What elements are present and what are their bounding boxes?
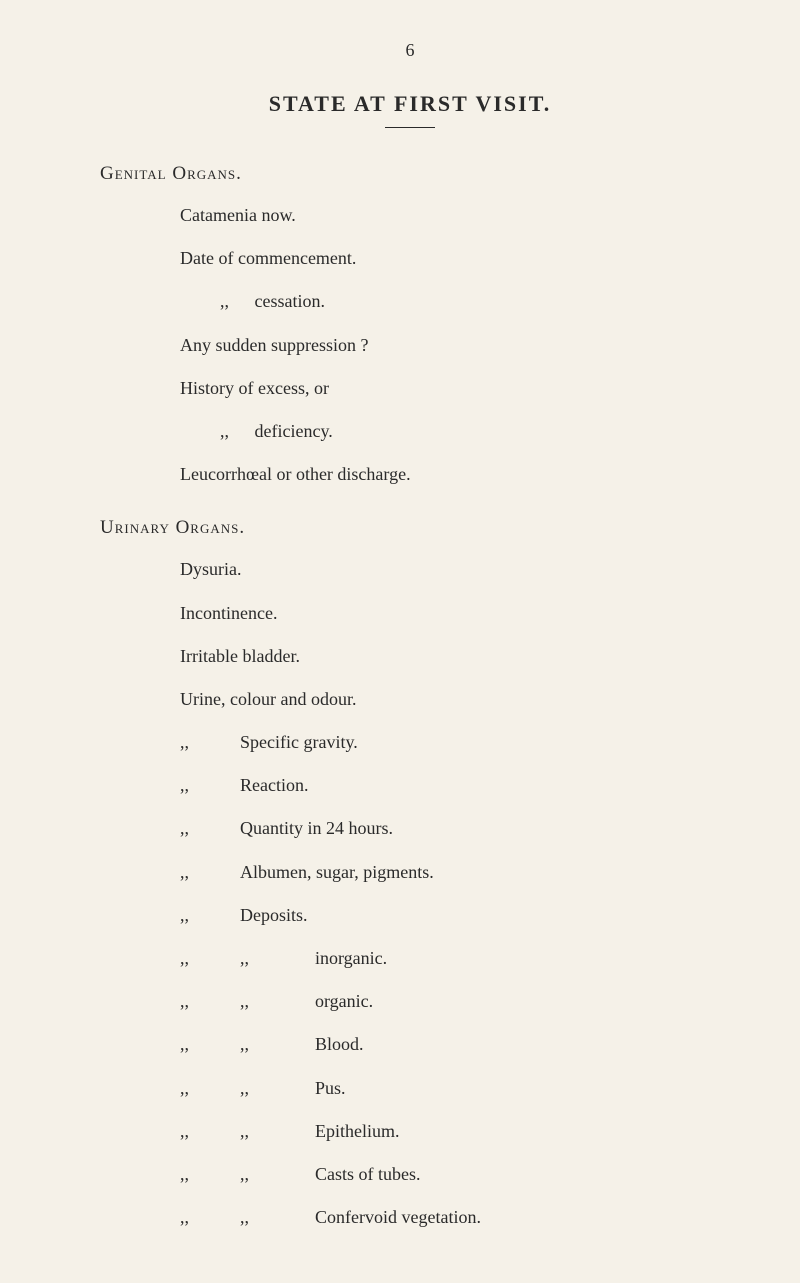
ditto-mark: ,, <box>240 946 315 971</box>
ditto-mark: ,, <box>180 730 240 755</box>
sub-item-cessation: ,, cessation. <box>220 289 720 314</box>
deposit-organic: ,, ,, organic. <box>180 989 720 1014</box>
item-irritable-bladder: Irritable bladder. <box>180 644 720 669</box>
deposit-inorganic: ,, ,, inorganic. <box>180 946 720 971</box>
specific-gravity-text: Specific gravity. <box>240 730 358 755</box>
item-history-excess: History of excess, or <box>180 376 720 401</box>
deposit-casts: ,, ,, Casts of tubes. <box>180 1162 720 1187</box>
ditto-mark: ,, <box>180 1119 240 1144</box>
ditto-mark: ,, <box>180 773 240 798</box>
ditto-mark: ,, <box>240 1076 315 1101</box>
confervoid-text: Confervoid vegetation. <box>315 1205 481 1230</box>
ditto-mark: ,, <box>180 860 240 885</box>
ditto-mark: ,, <box>180 989 240 1014</box>
ditto-mark: ,, <box>180 1032 240 1057</box>
title-divider <box>385 127 435 128</box>
epithelium-text: Epithelium. <box>315 1119 400 1144</box>
deficiency-text: deficiency. <box>255 421 333 441</box>
page-number: 6 <box>100 40 720 61</box>
item-catamenia: Catamenia now. <box>180 203 720 228</box>
urine-deposits: ,, Deposits. <box>180 903 720 928</box>
ditto-mark: ,, <box>240 989 315 1014</box>
ditto-mark: ,, <box>240 1119 315 1144</box>
urine-reaction: ,, Reaction. <box>180 773 720 798</box>
ditto-mark: ,, <box>180 1162 240 1187</box>
sub-item-deficiency: ,, deficiency. <box>220 419 720 444</box>
ditto-mark: ,, <box>240 1032 315 1057</box>
ditto-mark: ,, <box>180 903 240 928</box>
urine-quantity: ,, Quantity in 24 hours. <box>180 816 720 841</box>
deposits-text: Deposits. <box>240 903 308 928</box>
page-title: STATE AT FIRST VISIT. <box>100 91 720 117</box>
item-urine-colour: Urine, colour and odour. <box>180 687 720 712</box>
blood-text: Blood. <box>315 1032 364 1057</box>
ditto-mark: ,, <box>240 1205 315 1230</box>
item-date-commencement: Date of commencement. <box>180 246 720 271</box>
cessation-text: cessation. <box>255 291 325 311</box>
albumen-text: Albumen, sugar, pigments. <box>240 860 434 885</box>
casts-text: Casts of tubes. <box>315 1162 421 1187</box>
deposit-pus: ,, ,, Pus. <box>180 1076 720 1101</box>
item-incontinence: Incontinence. <box>180 601 720 626</box>
item-dysuria: Dysuria. <box>180 557 720 582</box>
quantity-text: Quantity in 24 hours. <box>240 816 393 841</box>
ditto-mark: ,, <box>180 1076 240 1101</box>
reaction-text: Reaction. <box>240 773 308 798</box>
urine-specific-gravity: ,, Specific gravity. <box>180 730 720 755</box>
ditto-mark: ,, <box>180 1205 240 1230</box>
ditto-mark: ,, <box>240 1162 315 1187</box>
deposit-blood: ,, ,, Blood. <box>180 1032 720 1057</box>
ditto-mark: ,, <box>180 816 240 841</box>
section-heading-urinary: Urinary Organs. <box>100 517 720 539</box>
item-leucorrhoeal: Leucorrhœal or other discharge. <box>180 462 720 487</box>
title-section: STATE AT FIRST VISIT. <box>100 91 720 117</box>
deposit-confervoid: ,, ,, Confervoid vegetation. <box>180 1205 720 1230</box>
organic-text: organic. <box>315 989 373 1014</box>
item-suppression: Any sudden suppression ? <box>180 333 720 358</box>
pus-text: Pus. <box>315 1076 346 1101</box>
ditto-mark: ,, <box>180 946 240 971</box>
inorganic-text: inorganic. <box>315 946 387 971</box>
urine-albumen: ,, Albumen, sugar, pigments. <box>180 860 720 885</box>
section-heading-genital: Genital Organs. <box>100 163 720 185</box>
ditto-mark: ,, <box>220 419 250 444</box>
ditto-mark: ,, <box>220 289 250 314</box>
deposit-epithelium: ,, ,, Epithelium. <box>180 1119 720 1144</box>
